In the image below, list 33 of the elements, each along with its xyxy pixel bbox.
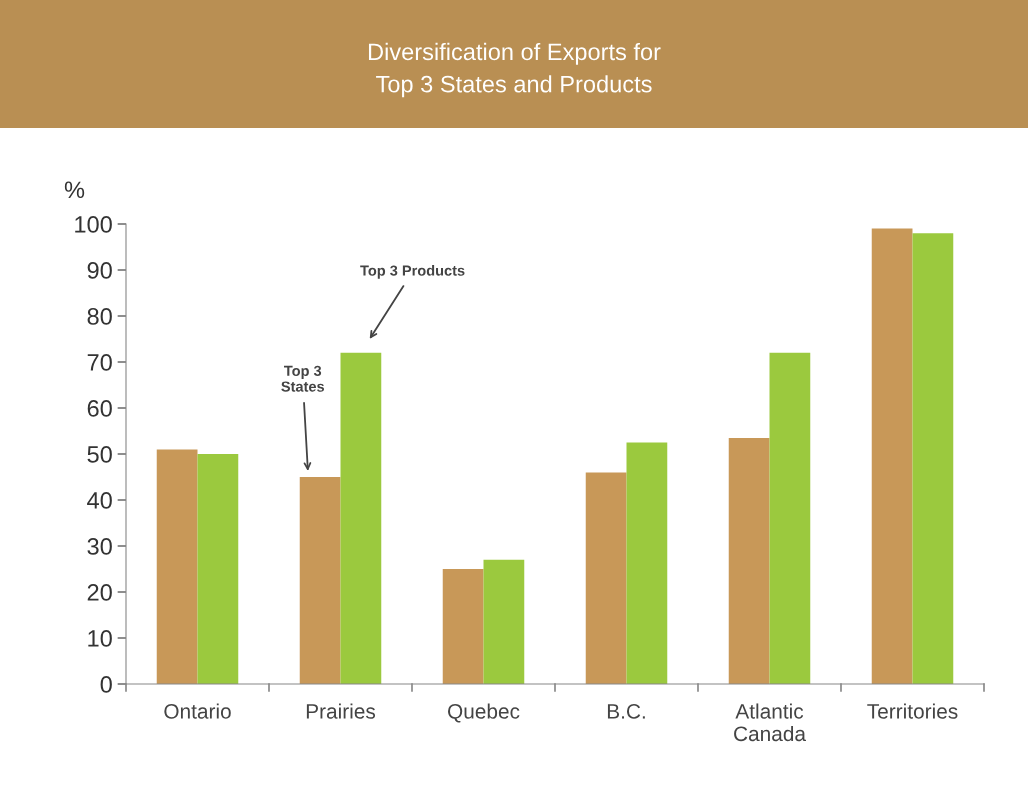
y-tick-label: 80 [87, 308, 112, 325]
y-tick-label: 20 [87, 584, 112, 601]
y-tick-label: 60 [87, 400, 112, 417]
bar [442, 569, 484, 684]
x-tick-label: Ontario [164, 703, 231, 719]
x-tick-label: B.C. [607, 703, 645, 719]
bar [340, 352, 382, 684]
y-tick-label: 50 [87, 446, 112, 463]
y-tick-label: 90 [87, 262, 112, 279]
bar [769, 352, 811, 684]
y-tick-label: 0 [100, 676, 112, 693]
bar [197, 454, 239, 684]
y-tick-label: 10 [88, 630, 112, 647]
x-tick-label: Atlantic Canada [734, 703, 806, 742]
x-tick-label: Territories [867, 703, 958, 719]
y-tick-label: 100 [75, 216, 112, 233]
x-tick-label: Prairies [306, 703, 376, 719]
bar [585, 472, 627, 684]
annotation: Top 3 States [281, 365, 325, 392]
bar [912, 233, 954, 684]
y-tick-label: 30 [87, 538, 112, 555]
bar [871, 228, 913, 684]
bar [483, 559, 525, 684]
bar [299, 477, 341, 684]
y-tick-label: 70 [87, 354, 112, 371]
y-tick-label: 40 [87, 492, 112, 509]
chart-title: Diversification of Exports for Top 3 States and Products [368, 42, 661, 98]
y-axis-title: % [64, 181, 85, 199]
annotation: Top 3 Products [360, 265, 465, 279]
bar [728, 437, 770, 684]
x-tick-label: Quebec [448, 703, 520, 723]
bar [626, 442, 668, 684]
bar [156, 449, 198, 684]
